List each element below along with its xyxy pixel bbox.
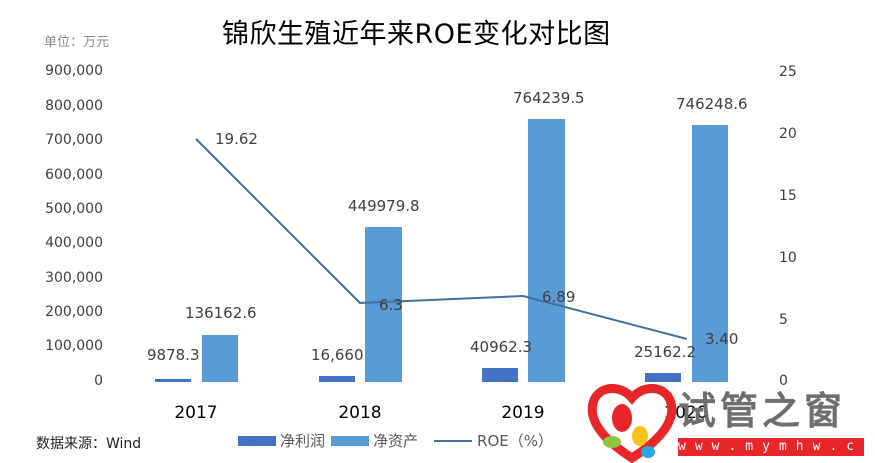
data-label-net-assets: 764239.5 <box>513 89 585 107</box>
legend-item-roe: ROE（%） <box>434 430 553 451</box>
legend-swatch-net-assets <box>331 435 370 446</box>
left-axis-tick: 0 <box>94 373 103 389</box>
bar-net-assets-2020 <box>692 125 728 382</box>
legend-item-net-profit: 净利润 <box>238 430 325 451</box>
right-axis-tick: 15 <box>779 188 797 204</box>
bar-net-assets-2017 <box>202 335 238 382</box>
data-label-net-profit: 40962.3 <box>470 338 533 356</box>
left-axis-tick: 600,000 <box>45 167 103 183</box>
left-axis-tick: 900,000 <box>45 63 103 79</box>
data-source: 数据来源：Wind <box>36 436 142 452</box>
right-axis-tick: 10 <box>779 250 797 266</box>
data-label-net-profit: 16,660 <box>311 346 364 364</box>
left-axis-tick: 700,000 <box>45 132 103 148</box>
bar-net-assets-2018 <box>365 227 402 382</box>
data-label-roe: 6.89 <box>542 288 576 306</box>
data-label-net-profit: 9878.3 <box>147 346 200 364</box>
legend-item-net-assets: 净资产 <box>331 430 418 451</box>
data-label-net-assets: 449979.8 <box>348 197 420 215</box>
x-axis-label: 2018 <box>338 403 382 423</box>
chart-title: 锦欣生殖近年来ROE变化对比图 <box>222 19 611 50</box>
bar-net-profit-2017 <box>155 379 191 382</box>
bar-net-profit-2018 <box>319 376 355 382</box>
legend-label: 净利润 <box>280 432 326 450</box>
left-axis-tick: 100,000 <box>45 338 103 354</box>
legend-label: 净资产 <box>373 432 419 450</box>
bar-net-assets-2019 <box>528 119 565 382</box>
legend-swatch-roe <box>434 439 473 442</box>
data-label-roe: 6.3 <box>379 296 403 314</box>
data-label-roe: 3.40 <box>705 330 739 348</box>
roe-line <box>195 138 688 340</box>
legend: 净利润 净资产 ROE（%） <box>238 430 559 451</box>
data-label-net-assets: 136162.6 <box>185 304 257 322</box>
right-axis-tick: 5 <box>779 312 788 328</box>
unit-label: 单位：万元 <box>44 35 110 50</box>
left-axis-tick: 200,000 <box>45 304 103 320</box>
legend-swatch-net-profit <box>238 435 276 446</box>
watermark-url: www.mymhw.com <box>678 438 875 456</box>
x-axis-label: 2019 <box>501 403 545 423</box>
right-axis-tick: 0 <box>779 373 788 389</box>
data-label-net-assets: 746248.6 <box>676 95 748 113</box>
left-axis-tick: 500,000 <box>45 201 103 217</box>
legend-label: ROE（%） <box>477 432 553 450</box>
data-label-net-profit: 25162.2 <box>634 343 697 361</box>
watermark-name: 试管之窗 <box>678 389 847 433</box>
left-axis-tick: 300,000 <box>45 270 103 286</box>
heart-logo-icon <box>587 384 677 463</box>
watermark-logo: 试管之窗 www.mymhw.com <box>586 380 875 463</box>
left-axis-tick: 800,000 <box>45 98 103 114</box>
x-axis-label: 2017 <box>174 403 218 423</box>
bar-net-profit-2020 <box>645 373 681 382</box>
data-label-roe: 19.62 <box>215 130 258 148</box>
left-axis-tick: 400,000 <box>45 235 103 251</box>
right-axis-tick: 20 <box>779 126 797 142</box>
bar-net-profit-2019 <box>482 368 518 382</box>
right-axis-tick: 25 <box>779 64 797 80</box>
